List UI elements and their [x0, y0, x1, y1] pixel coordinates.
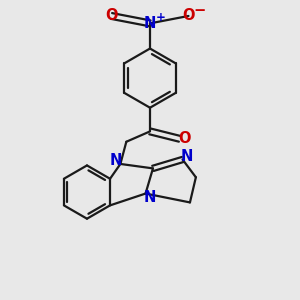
Text: −: −	[194, 3, 206, 18]
Text: +: +	[155, 11, 165, 24]
Text: N: N	[181, 149, 193, 164]
Text: O: O	[105, 8, 118, 23]
Text: N: N	[110, 153, 122, 168]
Text: N: N	[144, 190, 156, 205]
Text: O: O	[182, 8, 195, 23]
Text: O: O	[178, 131, 190, 146]
Text: N: N	[144, 16, 156, 31]
